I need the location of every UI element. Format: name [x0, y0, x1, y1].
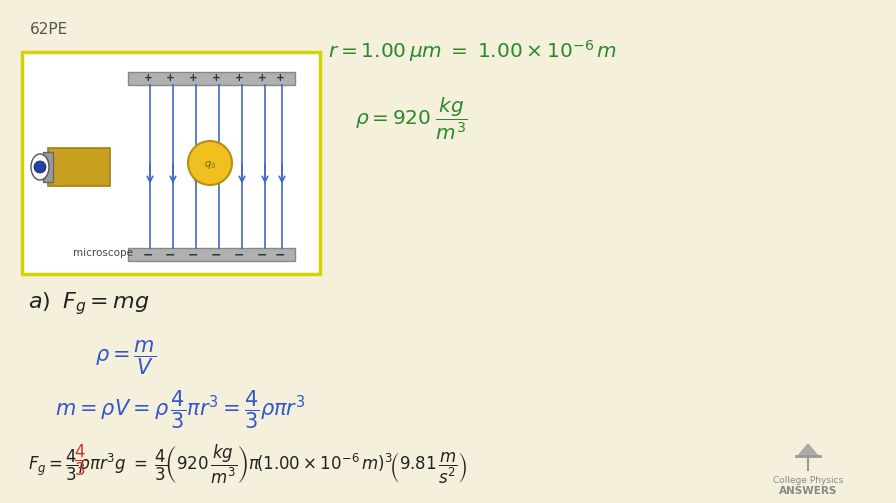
Bar [48, 148, 110, 186]
Text: +: + [211, 73, 220, 83]
Text: College Physics: College Physics [773, 476, 843, 485]
Text: −: − [188, 248, 198, 262]
Bar [128, 248, 295, 261]
Text: +: + [166, 73, 175, 83]
Bar [43, 152, 53, 182]
Text: $\rho = \dfrac{m}{V}$: $\rho = \dfrac{m}{V}$ [95, 338, 156, 377]
Text: +: + [276, 73, 284, 83]
Circle shape [34, 161, 46, 173]
Text: $\dfrac{4}{3}$: $\dfrac{4}{3}$ [74, 443, 87, 478]
Circle shape [188, 141, 232, 185]
Text: $\rho = 920\;\dfrac{kg}{m^3}$: $\rho = 920\;\dfrac{kg}{m^3}$ [355, 95, 468, 142]
Text: +: + [143, 73, 152, 83]
Text: $r = 1.00\,\mu m \; = \; 1.00 \times 10^{-6}\,m$: $r = 1.00\,\mu m \; = \; 1.00 \times 10^… [328, 38, 617, 64]
Text: −: − [257, 248, 267, 262]
Text: +: + [235, 73, 244, 83]
Text: +: + [258, 73, 266, 83]
Text: +: + [189, 73, 197, 83]
Text: ANSWERS: ANSWERS [779, 486, 837, 496]
Text: 62PE: 62PE [30, 22, 68, 37]
Text: microscope: microscope [73, 248, 133, 258]
Text: $q_0$: $q_0$ [204, 159, 216, 171]
Bar [22, 52, 320, 274]
Bar [128, 72, 295, 85]
Text: −: − [234, 248, 245, 262]
Text: $a)\;\; F_g = mg$: $a)\;\; F_g = mg$ [28, 290, 150, 317]
Text: $F_g = \dfrac{4}{3}\rho\pi r^3 g \; = \; \dfrac{4}{3}\!\left(920\,\dfrac{kg}{m^3: $F_g = \dfrac{4}{3}\rho\pi r^3 g \; = \;… [28, 443, 468, 486]
Text: −: − [142, 248, 153, 262]
Ellipse shape [31, 154, 49, 180]
Text: −: − [165, 248, 176, 262]
Text: $m = \rho V = \rho\,\dfrac{4}{3}\pi r^3 = \dfrac{4}{3}\rho\pi r^3$: $m = \rho V = \rho\,\dfrac{4}{3}\pi r^3 … [55, 388, 306, 431]
Text: −: − [211, 248, 221, 262]
Polygon shape [798, 444, 818, 456]
Text: −: − [275, 248, 285, 262]
